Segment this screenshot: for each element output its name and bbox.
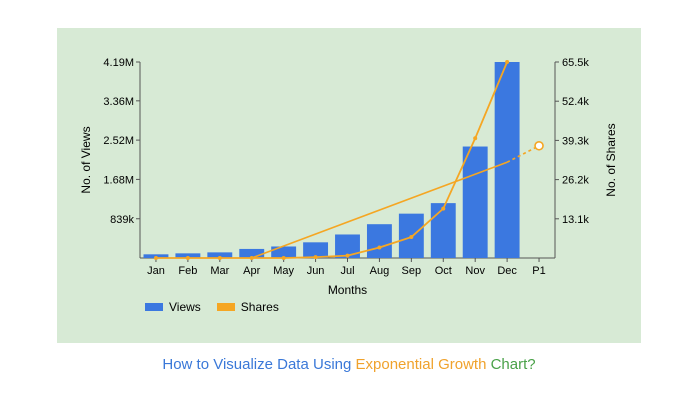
y-right-tick-label: 26.2k <box>562 175 589 187</box>
point-shares <box>281 256 286 260</box>
bar-views <box>335 234 360 258</box>
point-shares <box>313 255 318 260</box>
y-left-tick-label: 839k <box>110 214 134 226</box>
point-shares <box>217 256 222 260</box>
point-shares <box>441 206 446 211</box>
trend-projection-point <box>534 140 544 151</box>
y-left-tick-label: 1.68M <box>103 174 134 186</box>
caption-part-1: How to Visualize Data Using <box>162 356 356 373</box>
legend-swatch-shares <box>216 303 235 311</box>
point-shares <box>153 256 158 260</box>
x-tick-label: Feb <box>178 265 197 277</box>
y-right-tick-label: 13.1k <box>562 214 589 226</box>
x-tick-label: Apr <box>243 265 260 277</box>
bar-views <box>207 252 233 258</box>
bar-views <box>303 242 329 258</box>
x-tick-label: Mar <box>210 265 229 277</box>
line-shares <box>155 61 508 259</box>
x-tick-label: May <box>273 265 294 277</box>
bar-views <box>175 253 201 258</box>
y-left-tick-label: 3.36M <box>103 96 134 108</box>
chart-frame <box>57 28 641 343</box>
point-shares <box>505 60 510 64</box>
chart-legend: Views Shares <box>145 300 279 314</box>
point-shares <box>409 235 414 240</box>
y-left-axis-title: No. of Views <box>79 126 93 193</box>
bar-views <box>366 224 392 258</box>
bar-views <box>462 146 488 258</box>
y-right-tick-label: 39.3k <box>562 135 589 147</box>
x-tick-label: Jan <box>147 265 165 277</box>
x-tick-label: Jul <box>340 265 354 277</box>
y-left-tick-label: 4.19M <box>103 57 134 69</box>
legend-label-shares: Shares <box>240 300 279 314</box>
x-tick-label: P1 <box>532 265 545 277</box>
chart-caption: How to Visualize Data Using Exponential … <box>0 356 698 373</box>
x-tick-label: Dec <box>497 265 517 277</box>
legend-swatch-views <box>145 303 163 311</box>
bar-views <box>271 246 297 258</box>
x-tick-label: Aug <box>370 265 390 277</box>
legend-item-shares: Shares <box>216 300 279 314</box>
x-tick-label: Sep <box>402 265 422 277</box>
legend-label-views: Views <box>169 300 201 314</box>
caption-part-2: Exponential Growth <box>355 356 487 373</box>
bar-views <box>239 248 265 258</box>
y-right-axis-title: No. of Shares <box>604 123 618 196</box>
y-right-tick-label: 52.4k <box>562 96 589 108</box>
y-left-tick-label: 2.52M <box>103 135 134 147</box>
bar-views <box>494 62 520 258</box>
legend-item-views: Views <box>145 300 201 314</box>
point-shares <box>185 256 190 260</box>
point-shares <box>345 253 350 258</box>
y-right-tick-label: 65.5k <box>562 57 589 69</box>
caption-part-3: Chart? <box>486 356 536 373</box>
bar-views <box>430 203 456 258</box>
x-axis-title: Months <box>328 283 367 297</box>
point-shares <box>473 136 478 141</box>
trend-line-shares <box>251 161 508 259</box>
x-tick-label: Jun <box>307 265 325 277</box>
x-tick-label: Oct <box>435 265 452 277</box>
point-shares <box>377 245 382 250</box>
x-tick-label: Nov <box>465 265 485 277</box>
